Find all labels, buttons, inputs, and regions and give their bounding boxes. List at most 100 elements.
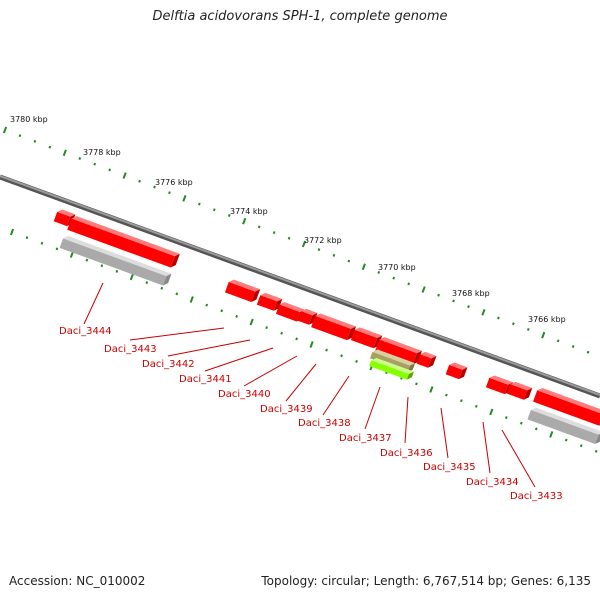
minor-tick [571,345,575,349]
minor-tick [511,322,515,326]
minor-tick [175,292,179,296]
scale-label-3770-kbp: 3770 kbp [378,263,416,272]
leader-line-daci-3443 [129,327,225,341]
major-tick [429,386,434,393]
cds-feature[interactable] [445,361,468,380]
major-tick [489,408,494,416]
minor-tick [445,393,448,397]
genome-summary-text: Topology: circular; Length: 6,767,514 bp… [261,574,591,588]
cds-feature[interactable] [375,336,422,366]
cds-feature[interactable] [67,215,180,269]
leader-line-daci-3435 [440,407,449,459]
cds-feature[interactable] [256,291,283,312]
cds-feature[interactable] [297,307,318,326]
scale-label-3774-kbp: 3774 kbp [230,207,268,216]
major-tick [301,240,307,248]
minor-tick [55,247,59,251]
gene-label-daci-3440[interactable]: Daci_3440 [218,389,271,400]
gene-label-daci-3442[interactable]: Daci_3442 [142,359,195,370]
cds-feature[interactable] [506,380,533,401]
minor-tick [504,416,508,420]
outer-scale-ticks [2,126,590,354]
minor-tick [467,305,470,309]
scale-label-3768-kbp: 3768 kbp [452,289,490,298]
minor-tick [594,449,598,453]
major-tick [9,228,15,236]
minor-tick [415,382,418,386]
highlight-feature-lime[interactable] [369,357,414,381]
leader-line-daci-3436 [404,396,409,444]
minor-tick [212,208,216,212]
minor-tick [205,303,209,307]
cds-feature[interactable] [224,278,261,303]
rna-feature[interactable] [527,406,600,445]
major-tick [189,296,194,303]
minor-tick [33,139,37,143]
minor-tick [93,162,97,166]
minor-tick [108,168,112,172]
minor-tick [115,269,119,273]
minor-tick [452,299,455,303]
gene-label-daci-3434[interactable]: Daci_3434 [466,477,519,488]
minor-tick [198,202,201,206]
cds-feature[interactable] [416,350,437,369]
minor-tick [78,157,82,160]
minor-tick [18,134,22,138]
minor-tick [534,427,538,431]
leader-line-daci-3442 [167,339,251,357]
minor-tick [355,359,358,363]
leader-line-daci-3439 [285,363,317,402]
scale-label-3778-kbp: 3778 kbp [83,148,121,157]
minor-tick [332,253,336,257]
scale-label-3776-kbp: 3776 kbp [155,178,193,187]
minor-tick [556,339,560,343]
gene-label-daci-3436[interactable]: Daci_3436 [380,448,433,459]
gene-label-daci-3435[interactable]: Daci_3435 [423,462,476,473]
minor-tick [168,191,171,195]
scale-label-3780-kbp: 3780 kbp [10,115,48,124]
minor-tick [460,399,463,403]
minor-tick [377,270,381,274]
minor-tick [257,225,261,229]
minor-tick [160,286,164,290]
rna-feature[interactable] [59,235,172,287]
minor-tick [100,264,104,268]
cds-feature[interactable] [533,387,600,427]
genome-backbone [0,174,600,399]
minor-tick [25,236,29,240]
minor-tick [586,350,590,354]
minor-tick [497,316,500,320]
major-tick [182,195,187,202]
major-tick [541,331,546,339]
gene-label-daci-3439[interactable]: Daci_3439 [260,404,313,415]
gene-label-daci-3443[interactable]: Daci_3443 [104,344,157,355]
minor-tick [317,248,321,252]
minor-tick [325,348,328,352]
leader-line-daci-3441 [204,347,274,372]
gene-label-daci-3433[interactable]: Daci_3433 [510,491,563,502]
scale-labels: 3780 kbp 3778 kbp 3776 kbp 3774 kbp 3772 kbp… [10,115,566,324]
major-tick [122,172,127,179]
minor-tick [295,337,298,341]
gene-label-daci-3437[interactable]: Daci_3437 [339,433,392,444]
gene-label-daci-3444[interactable]: Daci_3444 [59,326,112,337]
minor-tick [85,258,89,262]
minor-tick [407,282,411,286]
accession-text: Accession: NC_010002 [9,574,146,588]
minor-tick [48,145,52,149]
major-tick [361,263,366,271]
major-tick [249,318,254,326]
gene-label-daci-3438[interactable]: Daci_3438 [298,418,351,429]
cds-feature[interactable] [311,312,357,341]
minor-tick [280,331,283,335]
minor-tick [153,185,156,189]
minor-tick [437,293,440,297]
cds-feature[interactable] [350,326,383,350]
major-tick [549,431,554,438]
major-tick [242,217,247,225]
minor-tick [138,179,141,183]
gene-leader-lines [83,282,536,488]
major-tick [62,149,67,157]
gene-label-daci-3441[interactable]: Daci_3441 [179,374,232,385]
